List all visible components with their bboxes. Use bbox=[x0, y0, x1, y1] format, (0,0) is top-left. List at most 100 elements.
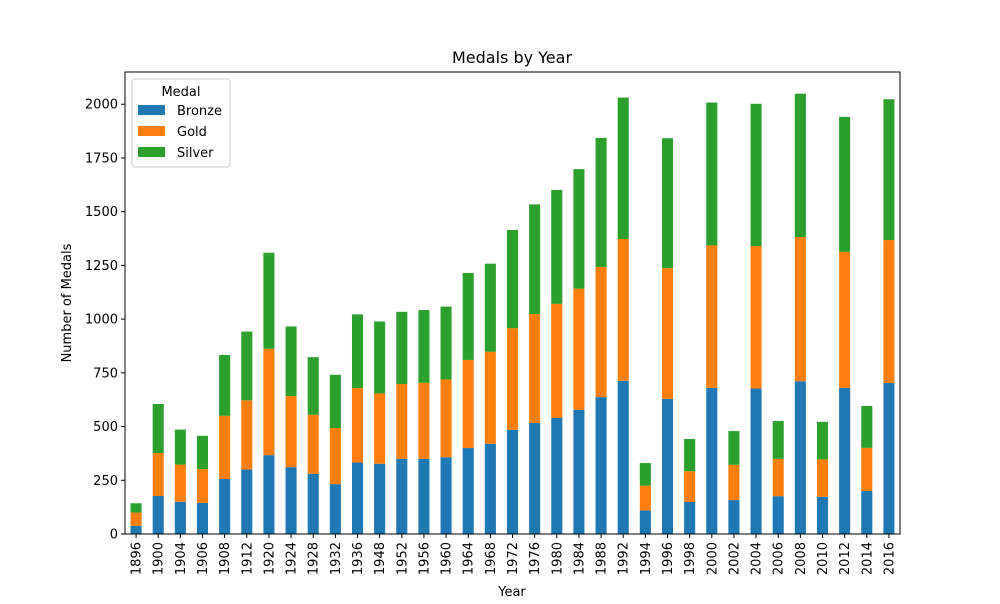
bar-bronze-1936 bbox=[351, 462, 364, 534]
bar-silver-1960 bbox=[440, 306, 452, 380]
y-tick-label: 250 bbox=[93, 474, 118, 489]
bar-gold-1956 bbox=[418, 382, 430, 459]
bar-bronze-1964 bbox=[462, 448, 474, 534]
bar-silver-1994 bbox=[639, 463, 651, 486]
bar-silver-1924 bbox=[285, 326, 297, 397]
bar-gold-2000 bbox=[706, 245, 718, 388]
bar-gold-1996 bbox=[661, 268, 674, 399]
bar-gold-1896 bbox=[130, 512, 142, 526]
y-tick-label: 2000 bbox=[85, 98, 118, 113]
legend: Medal Bronze Gold Silver bbox=[131, 78, 231, 168]
bar-silver-1988 bbox=[595, 137, 607, 267]
x-tick-label: 1998 bbox=[683, 542, 698, 575]
bar-bronze-1928 bbox=[307, 473, 319, 534]
bar-bronze-1952 bbox=[396, 458, 408, 534]
bar-silver-2000 bbox=[706, 102, 718, 246]
bar-silver-2016 bbox=[883, 99, 895, 241]
bar-silver-2014 bbox=[861, 405, 873, 448]
bar-gold-1984 bbox=[573, 288, 585, 410]
x-tick-label: 1920 bbox=[262, 542, 277, 575]
bar-silver-1928 bbox=[307, 357, 319, 415]
legend-label-silver: Silver bbox=[177, 146, 214, 161]
bar-silver-2002 bbox=[728, 431, 740, 465]
x-tick-label: 1936 bbox=[351, 542, 366, 575]
bar-silver-1992 bbox=[617, 97, 629, 239]
y-axis: 0 250 500 750 1000 1250 1500 1750 2000 bbox=[85, 98, 125, 543]
bar-silver-1998 bbox=[684, 439, 696, 472]
x-tick-label: 1928 bbox=[307, 542, 322, 575]
bar-silver-1904 bbox=[174, 429, 186, 465]
x-tick-label: 2000 bbox=[705, 542, 720, 575]
bar-silver-1968 bbox=[484, 263, 496, 352]
bar-silver-1936 bbox=[351, 314, 364, 389]
bar-gold-1968 bbox=[484, 351, 496, 444]
y-tick-label: 0 bbox=[110, 528, 118, 543]
bar-silver-1906 bbox=[196, 435, 209, 470]
bar-bronze-1906 bbox=[196, 502, 209, 534]
bar-gold-1998 bbox=[684, 471, 696, 502]
bar-bronze-1956 bbox=[418, 458, 430, 534]
bar-bronze-1980 bbox=[551, 417, 563, 534]
bar-gold-1900 bbox=[152, 452, 164, 496]
bar-silver-1896 bbox=[130, 503, 142, 513]
bar-gold-1906 bbox=[196, 469, 209, 503]
bar-bronze-1932 bbox=[329, 484, 341, 534]
bar-bronze-2002 bbox=[728, 500, 740, 534]
y-tick-label: 1250 bbox=[85, 259, 118, 274]
bar-bronze-2014 bbox=[861, 491, 873, 534]
bar-silver-1976 bbox=[529, 204, 541, 314]
x-tick-label: 1900 bbox=[152, 542, 167, 575]
bar-bronze-2000 bbox=[706, 387, 718, 534]
bar-bronze-1904 bbox=[174, 501, 186, 534]
bar-bronze-1996 bbox=[661, 398, 674, 534]
bar-bronze-1896 bbox=[130, 525, 142, 534]
bar-gold-1948 bbox=[374, 393, 386, 464]
bar-bronze-1960 bbox=[440, 457, 452, 534]
x-tick-label: 2010 bbox=[816, 542, 831, 575]
legend-swatch-bronze bbox=[138, 105, 165, 115]
bar-bronze-1908 bbox=[219, 478, 231, 534]
bars-group bbox=[130, 93, 895, 534]
bar-bronze-1992 bbox=[617, 380, 629, 534]
bar-gold-2014 bbox=[861, 447, 873, 492]
bar-bronze-1998 bbox=[684, 501, 696, 534]
bar-gold-1972 bbox=[506, 328, 519, 430]
bar-gold-2016 bbox=[883, 240, 895, 383]
bar-gold-2002 bbox=[728, 464, 740, 501]
bar-silver-2012 bbox=[839, 116, 851, 252]
x-tick-label: 1964 bbox=[462, 542, 477, 575]
x-axis-label: Year bbox=[497, 585, 526, 600]
bar-gold-1976 bbox=[529, 313, 541, 423]
chart-title: Medals by Year bbox=[452, 48, 572, 67]
bar-bronze-1988 bbox=[595, 397, 607, 534]
bar-bronze-1900 bbox=[152, 495, 164, 534]
bar-gold-1936 bbox=[351, 388, 364, 463]
x-tick-label: 1996 bbox=[661, 542, 676, 575]
bar-silver-2004 bbox=[750, 103, 762, 247]
bar-gold-2010 bbox=[816, 459, 829, 497]
bar-silver-1952 bbox=[396, 311, 408, 385]
x-axis: 1896 1900 1904 1906 1908 1912 1920 1924 1928 1932… bbox=[130, 534, 897, 575]
bar-bronze-1984 bbox=[573, 409, 585, 534]
x-tick-label: 2016 bbox=[882, 542, 897, 575]
bar-silver-1908 bbox=[219, 355, 231, 416]
x-tick-label: 2008 bbox=[794, 542, 809, 575]
x-tick-label: 1984 bbox=[572, 542, 587, 575]
bar-silver-2010 bbox=[816, 421, 829, 460]
x-tick-label: 1956 bbox=[417, 542, 432, 575]
x-tick-label: 1948 bbox=[373, 542, 388, 575]
x-tick-label: 1932 bbox=[329, 542, 344, 575]
y-tick-label: 500 bbox=[93, 420, 118, 435]
bar-silver-1984 bbox=[573, 169, 585, 289]
bar-gold-1952 bbox=[396, 384, 408, 459]
bar-silver-1900 bbox=[152, 404, 164, 453]
bar-silver-1948 bbox=[374, 321, 386, 394]
x-tick-label: 1994 bbox=[639, 542, 654, 575]
bar-gold-2008 bbox=[794, 237, 806, 382]
x-tick-label: 1960 bbox=[440, 542, 455, 575]
y-tick-label: 1750 bbox=[85, 151, 118, 166]
x-tick-label: 1908 bbox=[218, 542, 233, 575]
bar-bronze-2012 bbox=[839, 387, 851, 534]
